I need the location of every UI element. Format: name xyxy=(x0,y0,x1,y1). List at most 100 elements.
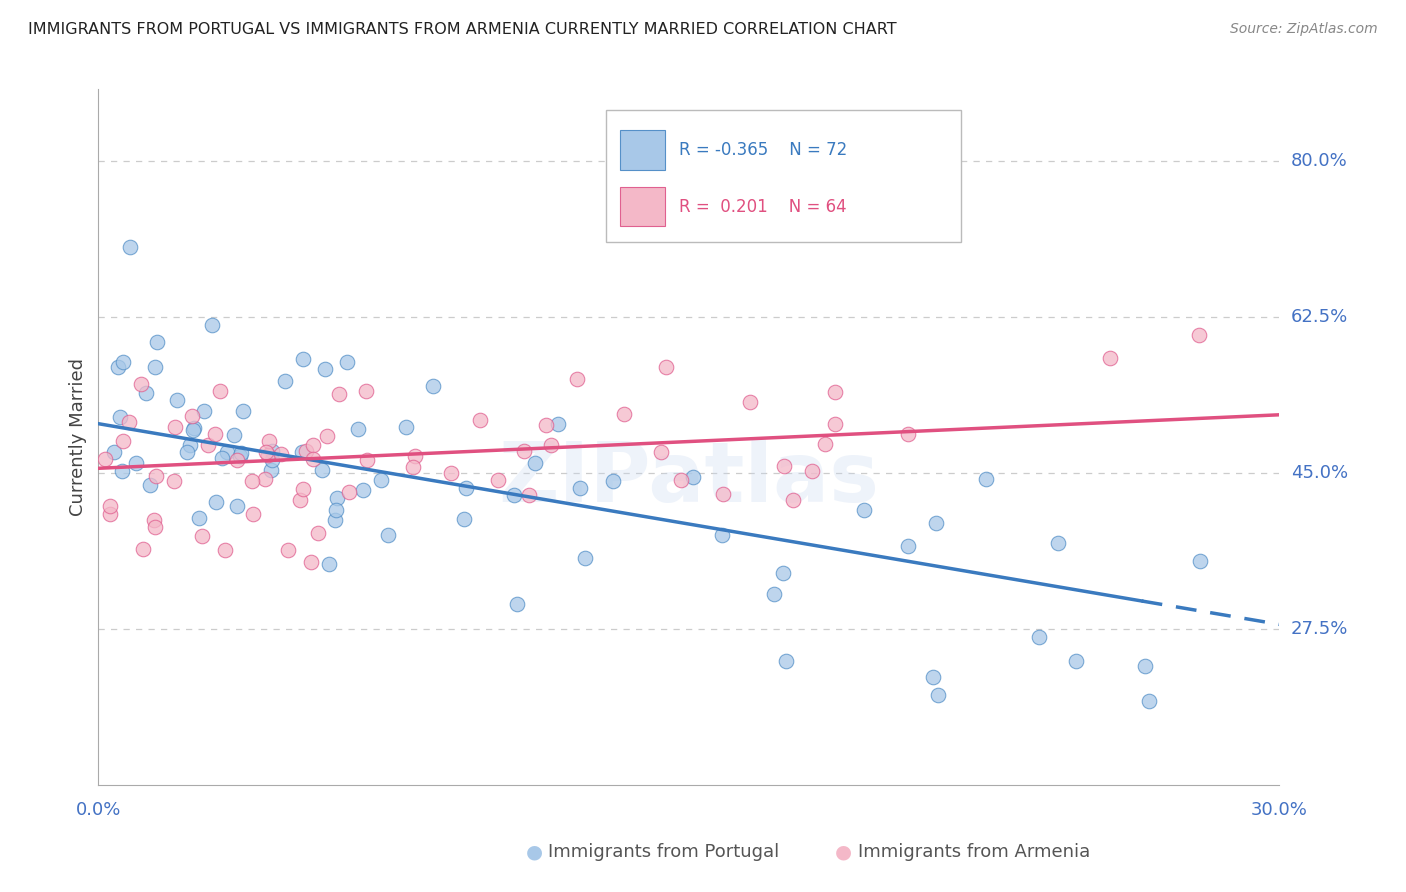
Point xyxy=(145,469,167,483)
Point xyxy=(111,464,134,478)
Point xyxy=(118,240,141,254)
Text: IMMIGRANTS FROM PORTUGAL VS IMMIGRANTS FROM ARMENIA CURRENTLY MARRIED CORRELATIO: IMMIGRANTS FROM PORTUGAL VS IMMIGRANTS F… xyxy=(28,22,897,37)
Point xyxy=(1188,328,1211,343)
Point xyxy=(204,494,226,508)
Text: 45.0%: 45.0% xyxy=(1291,464,1348,482)
Point xyxy=(191,529,214,543)
Text: 30.0%: 30.0% xyxy=(1251,801,1308,819)
Point xyxy=(254,445,277,459)
Point xyxy=(356,384,378,398)
Point xyxy=(277,542,299,557)
Point xyxy=(215,444,238,458)
Point xyxy=(524,456,547,470)
Point xyxy=(132,541,155,556)
Point xyxy=(422,379,444,393)
Point xyxy=(897,427,920,442)
Point xyxy=(112,434,135,448)
Point xyxy=(738,395,761,409)
Point xyxy=(135,386,157,401)
Point xyxy=(513,444,536,458)
Point xyxy=(183,421,205,435)
Point xyxy=(711,487,734,501)
Point xyxy=(655,359,678,374)
Point xyxy=(301,437,323,451)
Point xyxy=(775,655,797,669)
Point xyxy=(486,473,509,487)
Text: R = -0.365    N = 72: R = -0.365 N = 72 xyxy=(679,141,848,159)
Y-axis label: Currently Married: Currently Married xyxy=(69,358,87,516)
Point xyxy=(146,334,169,349)
Point xyxy=(295,443,318,458)
Point xyxy=(772,566,794,580)
Point xyxy=(311,463,333,477)
Point xyxy=(257,448,280,462)
Point xyxy=(291,444,314,458)
Point xyxy=(440,466,463,480)
Point xyxy=(370,473,392,487)
Point xyxy=(650,445,672,459)
Point xyxy=(226,453,249,467)
Point xyxy=(824,417,846,431)
Point xyxy=(897,539,920,553)
Point xyxy=(103,445,125,459)
Point xyxy=(270,447,292,461)
Point xyxy=(325,503,347,517)
Point xyxy=(143,360,166,375)
Point xyxy=(288,493,311,508)
Point xyxy=(181,409,204,424)
Point xyxy=(299,556,322,570)
Point xyxy=(318,557,340,571)
Point xyxy=(824,385,846,400)
Point xyxy=(143,513,166,527)
Text: Immigrants from Portugal: Immigrants from Portugal xyxy=(548,843,779,861)
Point xyxy=(229,446,252,460)
Point xyxy=(112,354,135,368)
Point xyxy=(540,438,562,452)
Point xyxy=(197,438,219,452)
Point xyxy=(291,352,314,367)
Bar xyxy=(620,186,665,227)
Point xyxy=(176,445,198,459)
Point xyxy=(315,429,337,443)
Point xyxy=(214,542,236,557)
Point xyxy=(682,470,704,484)
Point xyxy=(921,670,943,684)
Point xyxy=(204,427,226,442)
Point xyxy=(395,420,418,434)
Point xyxy=(547,417,569,431)
Point xyxy=(1098,351,1121,366)
Point xyxy=(505,597,527,611)
Point xyxy=(193,404,215,418)
Point xyxy=(138,477,160,491)
Point xyxy=(98,508,121,522)
Point xyxy=(377,528,399,542)
Point xyxy=(1028,630,1050,644)
Point xyxy=(602,474,624,488)
Text: ●: ● xyxy=(526,842,543,862)
Point xyxy=(323,513,346,527)
Point xyxy=(568,481,591,495)
Point xyxy=(209,384,232,398)
Point xyxy=(108,410,131,425)
Point xyxy=(129,377,152,392)
Point xyxy=(274,374,297,388)
Point xyxy=(456,481,478,495)
Point xyxy=(352,483,374,498)
Text: 27.5%: 27.5% xyxy=(1291,620,1348,638)
Point xyxy=(517,488,540,502)
Point xyxy=(93,451,115,466)
Point xyxy=(166,392,188,407)
Point xyxy=(179,438,201,452)
Bar xyxy=(620,130,665,169)
Point xyxy=(801,464,824,478)
Point xyxy=(502,488,524,502)
Point xyxy=(262,444,284,458)
Point xyxy=(307,525,329,540)
Point xyxy=(814,437,837,451)
Text: Immigrants from Armenia: Immigrants from Armenia xyxy=(858,843,1090,861)
Point xyxy=(401,460,423,475)
Point xyxy=(1189,554,1212,568)
Point xyxy=(188,511,211,525)
Point xyxy=(710,528,733,542)
Point xyxy=(534,417,557,432)
